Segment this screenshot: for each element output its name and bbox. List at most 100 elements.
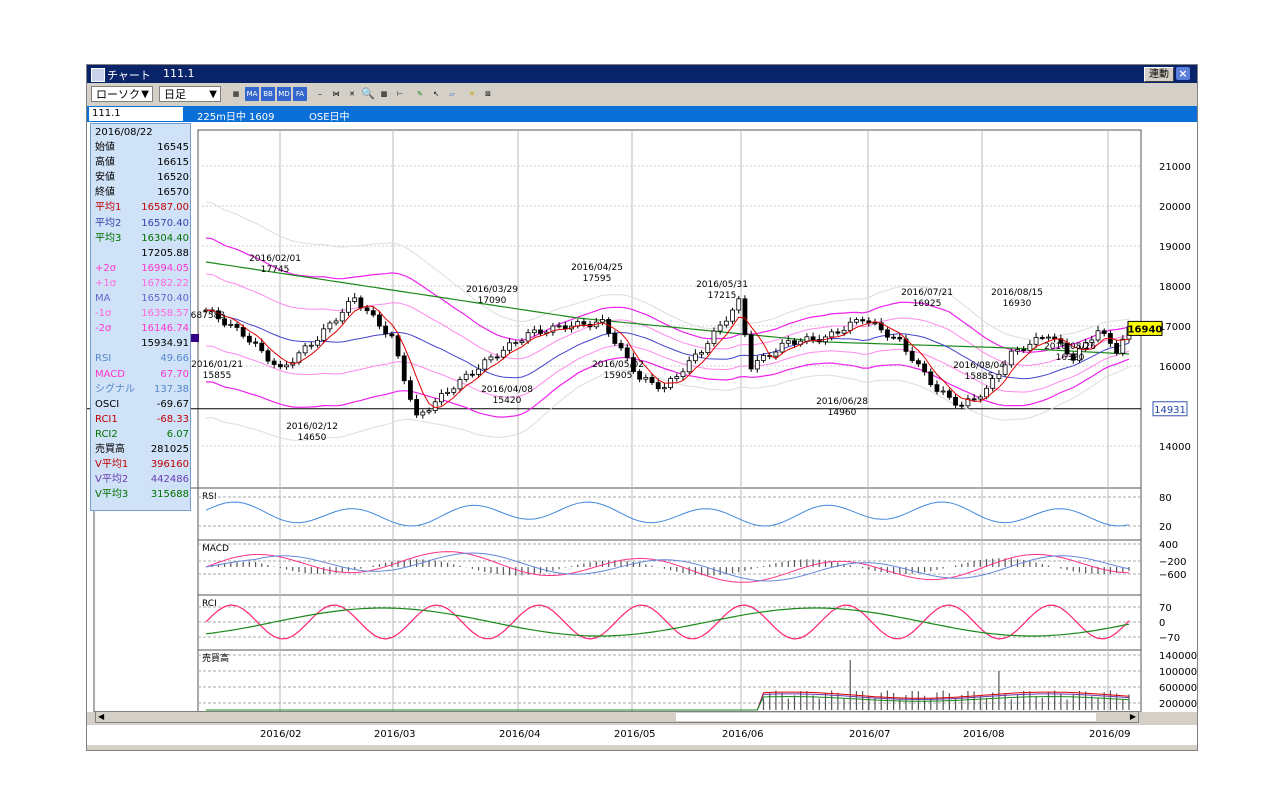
panel-row: V平均1 396160 bbox=[95, 458, 189, 472]
macd_panel-tick-label: −200 bbox=[1159, 557, 1186, 568]
candle-body bbox=[934, 384, 940, 392]
cross-tool-icon[interactable]: ✕ bbox=[349, 90, 355, 98]
scroll-left-icon[interactable]: ◀ bbox=[98, 712, 105, 721]
candle-body bbox=[215, 310, 221, 320]
x-tick-label: 2016/08 bbox=[963, 729, 1005, 740]
chart-canvas[interactable]: 21000 20000 19000 18000 17000 16000 14000 2016/… bbox=[87, 122, 1204, 713]
toolbar: ローソク ▼ 日足 ▼ ▦ MA BB MD FA ⎯ ⋈ ✕ 🔍 ▩ ⊢ ✎ … bbox=[87, 83, 1197, 105]
grid-tool-icon[interactable]: ▩ bbox=[380, 90, 388, 98]
panel-row-value: 396160 bbox=[150, 459, 189, 471]
annotation-value: 14650 bbox=[298, 433, 327, 443]
panel-row-value: 16146.74 bbox=[141, 323, 189, 335]
panel-row-value: 17205.88 bbox=[141, 247, 189, 259]
panel-row-label: -2σ bbox=[95, 323, 112, 335]
candle-body bbox=[315, 339, 320, 346]
price-tick-label: 19000 bbox=[1159, 242, 1191, 253]
annotation-value: 15885 bbox=[965, 372, 994, 382]
annotation-value: 14960 bbox=[828, 408, 857, 418]
candle-body bbox=[953, 396, 958, 406]
fib-tool-icon[interactable]: ⋈ bbox=[332, 90, 340, 98]
macd_panel-tick-label: −600 bbox=[1159, 570, 1186, 581]
candle-body bbox=[308, 344, 314, 347]
pointer-icon[interactable]: ↖ bbox=[433, 90, 439, 98]
candle-body bbox=[228, 324, 234, 326]
annotation-date: 2016/07/21 bbox=[901, 288, 953, 298]
candle-body bbox=[946, 390, 952, 398]
candle-type-select[interactable]: ローソク ▼ bbox=[91, 86, 153, 102]
chart-type-icon[interactable]: ▦ bbox=[232, 90, 240, 98]
panel-row-label: V平均3 bbox=[95, 489, 129, 501]
panel-row: MA 16570.40 bbox=[95, 292, 189, 306]
candle-body bbox=[370, 310, 376, 316]
candle-body bbox=[414, 398, 420, 416]
candle-body bbox=[754, 360, 760, 370]
close-icon[interactable]: × bbox=[1176, 67, 1190, 80]
candle-body bbox=[829, 331, 835, 338]
chevron-down-icon: ▼ bbox=[209, 89, 217, 100]
bb-button[interactable]: BB bbox=[261, 87, 275, 101]
candle-body bbox=[705, 343, 711, 353]
annotation-value: 16320 bbox=[1056, 353, 1085, 363]
candle-body bbox=[637, 371, 643, 380]
period-select[interactable]: 日足 ▼ bbox=[159, 86, 221, 102]
eraser-icon[interactable]: ▱ bbox=[449, 90, 455, 98]
candle-body bbox=[1052, 336, 1058, 340]
settings-icon[interactable]: ☀ bbox=[468, 90, 476, 98]
zoom-icon[interactable]: 🔍 bbox=[361, 87, 375, 100]
candle-body bbox=[804, 336, 810, 342]
ma-button[interactable]: MA bbox=[245, 87, 259, 101]
reset-icon[interactable]: ⊠ bbox=[485, 90, 491, 98]
candle-body bbox=[971, 398, 977, 401]
price-tick-label: 21000 bbox=[1159, 162, 1191, 173]
band-3-lower bbox=[205, 366, 1130, 441]
candle-body bbox=[1015, 349, 1020, 352]
period-value: 日足 bbox=[164, 88, 186, 101]
panel-row: +1σ 16782.22 bbox=[95, 277, 189, 291]
candle-body bbox=[556, 325, 562, 328]
candle-body bbox=[538, 329, 543, 334]
x-tick-label: 2016/06 bbox=[722, 729, 764, 740]
panel-row-value: 16782.22 bbox=[141, 277, 189, 289]
window-title-code: 111.1 bbox=[163, 67, 195, 80]
candle-body bbox=[723, 320, 729, 326]
horizontal-scrollbar[interactable]: ◀ ▶ bbox=[95, 711, 1139, 723]
scroll-thumb[interactable] bbox=[676, 713, 1096, 721]
candle-body bbox=[482, 359, 488, 370]
candle-body bbox=[1083, 342, 1089, 349]
window-title-label: チャート bbox=[107, 69, 151, 82]
candle-body bbox=[680, 371, 686, 377]
fa-button[interactable]: FA bbox=[293, 87, 307, 101]
candle-body bbox=[488, 356, 494, 361]
panel-row-value: 49.66 bbox=[160, 353, 189, 365]
candle-body bbox=[445, 391, 450, 394]
scroll-right-icon[interactable]: ▶ bbox=[1129, 712, 1136, 721]
panel-row: 平均1 16587.00 bbox=[95, 201, 189, 215]
period-tool-icon[interactable]: ⊢ bbox=[396, 90, 404, 98]
panel-date: 2016/08/22 bbox=[95, 127, 153, 138]
data-panel: 2016/08/22 始値 16545 高値 16615 安値 16520 終値 16570 平… bbox=[90, 123, 191, 511]
line-tool-icon[interactable]: ⎯ bbox=[318, 90, 322, 98]
link-button[interactable]: 連動 bbox=[1144, 67, 1174, 82]
candle-body bbox=[1089, 339, 1095, 343]
annotation-value: 17745 bbox=[261, 265, 290, 275]
candle-body bbox=[377, 314, 382, 327]
candle-body bbox=[333, 320, 339, 324]
candle-body bbox=[346, 301, 351, 313]
code-input[interactable]: 111.1 bbox=[89, 107, 183, 121]
x-tick-label: 2016/02 bbox=[260, 729, 302, 740]
candle-body bbox=[265, 350, 271, 362]
candle-body bbox=[612, 332, 618, 344]
md-button[interactable]: MD bbox=[277, 87, 291, 101]
candle-body bbox=[965, 398, 971, 407]
macd_panel-label: MACD bbox=[202, 544, 229, 554]
volume_panel-tick-label: 1400000 bbox=[1159, 651, 1197, 662]
panel-row-label: 平均1 bbox=[95, 202, 122, 214]
pencil-icon[interactable]: ✎ bbox=[417, 90, 423, 98]
candle-body bbox=[1046, 336, 1051, 339]
candle-body bbox=[643, 377, 649, 380]
panel-row: 平均3 16304.40 bbox=[95, 232, 189, 246]
candle-body bbox=[1021, 349, 1027, 351]
panel-row: +2σ 16994.05 bbox=[95, 262, 189, 276]
candle-body bbox=[1070, 353, 1076, 361]
chart-area[interactable]: 21000 20000 19000 18000 17000 16000 14000 2016/… bbox=[87, 122, 1204, 713]
